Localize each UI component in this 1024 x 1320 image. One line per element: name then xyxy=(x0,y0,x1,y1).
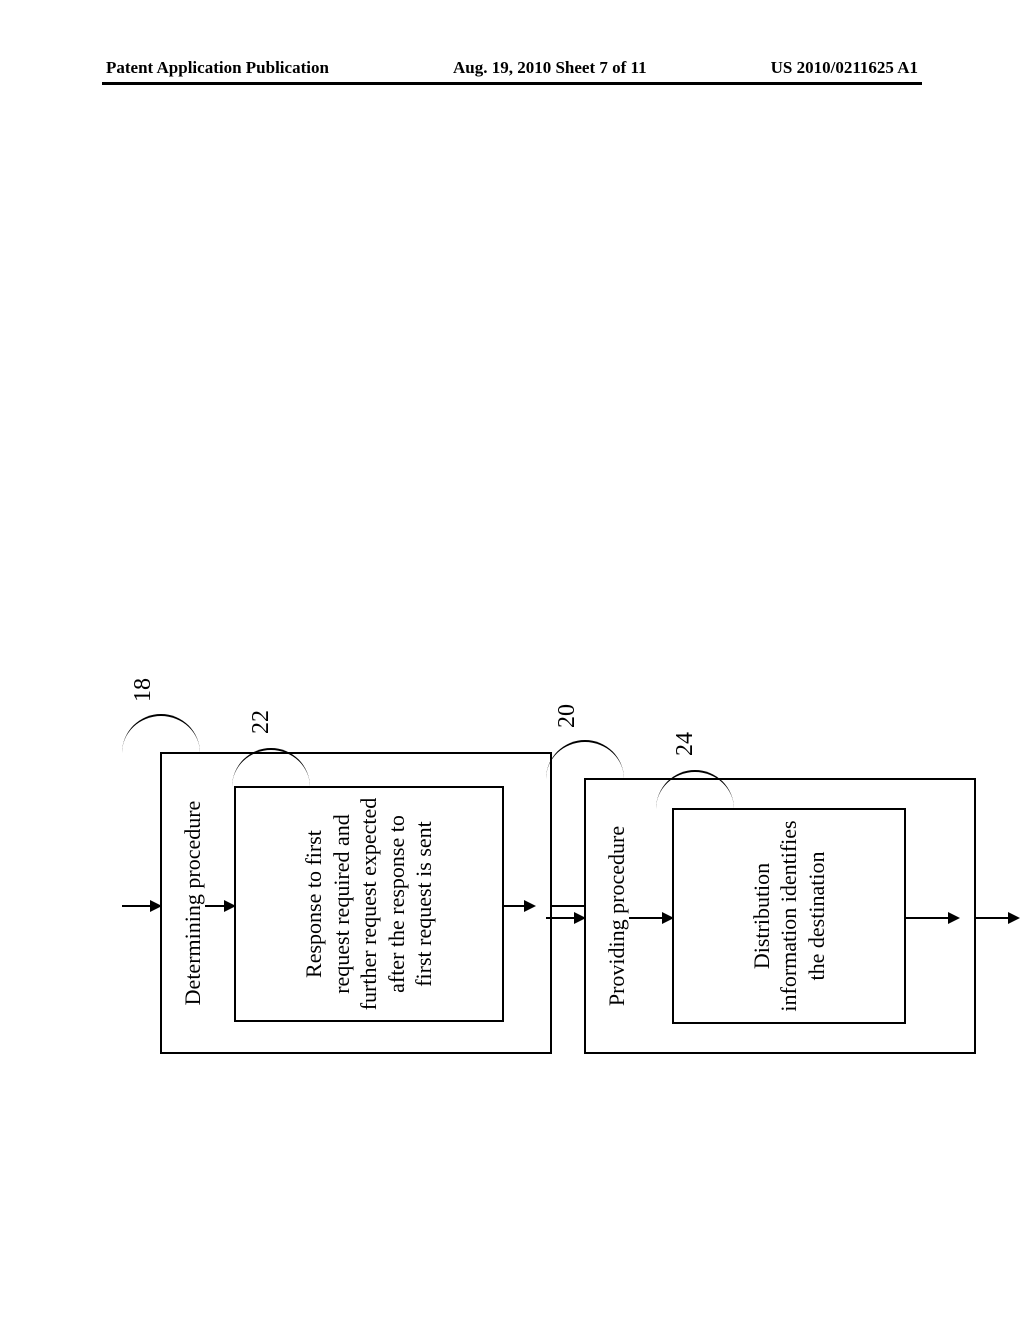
fig8-outer-title: Providing procedure xyxy=(604,780,630,1052)
fig7-outer-title: Determining procedure xyxy=(180,754,206,1052)
fig8-inner-box: Distribution information identifies the … xyxy=(672,808,906,1024)
fig7-inner-ref: 22 xyxy=(248,710,275,734)
header-center: Aug. 19, 2010 Sheet 7 of 11 xyxy=(453,58,647,78)
fig8-outer-ref: 20 xyxy=(554,704,581,728)
page-header: Patent Application Publication Aug. 19, … xyxy=(0,58,1024,78)
fig7-arrow-in-head xyxy=(150,900,162,912)
fig8-arrow-out-head xyxy=(1008,912,1020,924)
fig7-arrow-mid1-head xyxy=(224,900,236,912)
fig7-outer-ref: 18 xyxy=(130,678,157,702)
header-rule xyxy=(102,82,922,85)
figure-7: Determining procedure Response to first … xyxy=(100,232,500,1132)
fig7-inner-text: Response to first request required and f… xyxy=(300,796,438,1012)
fig8-arrow-mid2-head xyxy=(948,912,960,924)
header-right: US 2010/0211625 A1 xyxy=(771,58,918,78)
fig7-inner-box: Response to first request required and f… xyxy=(234,786,504,1022)
figure-8: Providing procedure Distribution informa… xyxy=(524,232,924,1132)
fig8-outer-leader-curve xyxy=(546,740,624,780)
header-left: Patent Application Publication xyxy=(106,58,329,78)
fig8-arrow-mid1-head xyxy=(662,912,674,924)
fig8-inner-leader-curve xyxy=(656,770,734,810)
fig8-inner-ref: 24 xyxy=(672,732,699,756)
fig8-inner-text: Distribution information identifies the … xyxy=(748,818,831,1014)
fig8-arrow-in-head xyxy=(574,912,586,924)
diagram-area: Determining procedure Response to first … xyxy=(100,120,924,1160)
fig7-outer-leader-curve xyxy=(122,714,200,754)
